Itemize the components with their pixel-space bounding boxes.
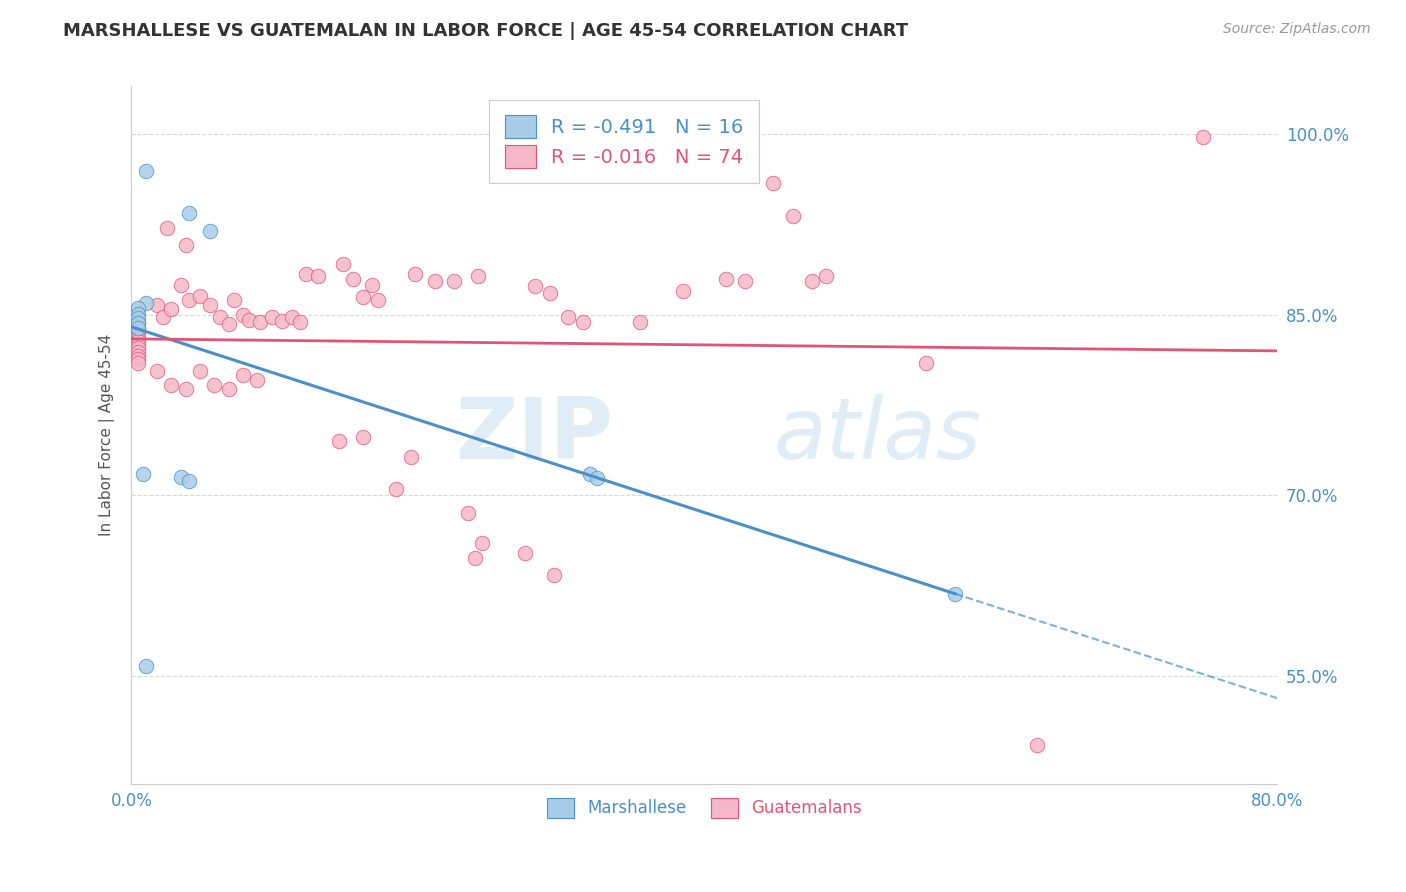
- Point: [367, 293, 389, 308]
- Text: MARSHALLESE VS GUATEMALAN IN LABOR FORCE | AGE 45-54 CORRELATION CHART: MARSHALLESE VS GUATEMALAN IN LABOR FORCE…: [63, 22, 908, 40]
- Point: [128, 338, 150, 352]
- Point: [628, 315, 651, 329]
- Point: [249, 315, 271, 329]
- Point: [177, 293, 200, 308]
- Text: Source: ZipAtlas.com: Source: ZipAtlas.com: [1223, 22, 1371, 37]
- Point: [457, 506, 479, 520]
- Text: atlas: atlas: [773, 393, 981, 476]
- Point: [128, 319, 150, 334]
- Point: [270, 314, 292, 328]
- Point: [198, 224, 221, 238]
- Point: [128, 307, 150, 321]
- Point: [170, 470, 193, 484]
- Point: [423, 274, 446, 288]
- Point: [295, 267, 318, 281]
- Point: [128, 334, 150, 349]
- Point: [815, 269, 838, 284]
- Point: [734, 274, 756, 288]
- Point: [128, 349, 150, 363]
- Point: [1192, 129, 1215, 144]
- Point: [128, 331, 150, 345]
- Point: [471, 536, 494, 550]
- Point: [557, 310, 579, 325]
- Point: [762, 176, 785, 190]
- Point: [782, 209, 804, 223]
- Point: [538, 286, 561, 301]
- Point: [246, 373, 269, 387]
- Point: [714, 271, 737, 285]
- Point: [332, 257, 354, 271]
- Point: [128, 316, 150, 330]
- Point: [177, 205, 200, 219]
- Point: [385, 482, 408, 496]
- Point: [361, 277, 384, 292]
- Point: [146, 298, 169, 312]
- Point: [543, 567, 565, 582]
- Point: [943, 587, 966, 601]
- Point: [204, 377, 226, 392]
- Point: [160, 377, 183, 392]
- Point: [467, 269, 489, 284]
- Point: [232, 308, 254, 322]
- Point: [307, 269, 329, 284]
- Point: [218, 318, 240, 332]
- Point: [174, 382, 197, 396]
- Text: ZIP: ZIP: [456, 393, 613, 476]
- Point: [578, 467, 600, 481]
- Point: [198, 298, 221, 312]
- Point: [188, 288, 211, 302]
- Point: [464, 550, 486, 565]
- Point: [128, 323, 150, 337]
- Point: [128, 311, 150, 326]
- Point: [399, 450, 422, 464]
- Point: [342, 271, 364, 285]
- Point: [188, 364, 211, 378]
- Point: [135, 295, 157, 310]
- Point: [352, 290, 374, 304]
- Point: [218, 382, 240, 396]
- Point: [238, 312, 260, 326]
- Point: [209, 310, 232, 325]
- Point: [232, 368, 254, 382]
- Point: [135, 163, 157, 178]
- Point: [128, 356, 150, 370]
- Point: [352, 430, 374, 444]
- Point: [672, 284, 695, 298]
- Point: [524, 279, 547, 293]
- Legend: Marshallese, Guatemalans: Marshallese, Guatemalans: [540, 791, 869, 824]
- Point: [128, 345, 150, 359]
- Point: [132, 467, 155, 481]
- Point: [146, 364, 169, 378]
- Point: [128, 316, 150, 330]
- Point: [177, 474, 200, 488]
- Point: [443, 274, 465, 288]
- Point: [404, 267, 426, 281]
- Point: [160, 301, 183, 316]
- Point: [156, 221, 179, 235]
- Point: [152, 310, 174, 325]
- Point: [128, 321, 150, 335]
- Point: [128, 301, 150, 315]
- Point: [515, 546, 537, 560]
- Point: [260, 310, 283, 325]
- Point: [224, 293, 246, 308]
- Point: [290, 315, 312, 329]
- Point: [135, 659, 157, 673]
- Point: [281, 310, 304, 325]
- Point: [128, 342, 150, 356]
- Point: [170, 277, 193, 292]
- Point: [1025, 738, 1047, 752]
- Point: [586, 471, 609, 485]
- Point: [174, 238, 197, 252]
- Point: [571, 315, 593, 329]
- Point: [128, 326, 150, 341]
- Point: [328, 434, 350, 448]
- Point: [800, 274, 823, 288]
- Point: [915, 356, 938, 370]
- Y-axis label: In Labor Force | Age 45-54: In Labor Force | Age 45-54: [100, 334, 115, 536]
- Point: [128, 352, 150, 367]
